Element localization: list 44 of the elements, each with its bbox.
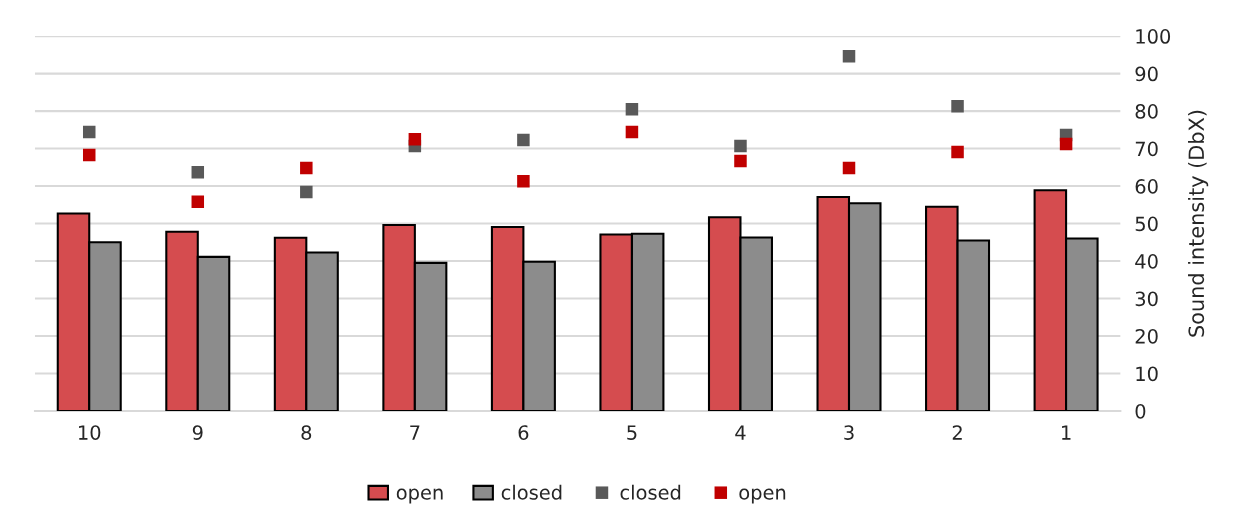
point [842, 161, 856, 175]
x-tick-label: 8 [301, 425, 312, 440]
y-tick-label: 60 [1135, 179, 1158, 194]
point [1059, 137, 1073, 151]
point [300, 185, 313, 199]
point [734, 139, 747, 153]
x-tick-label: 10 [79, 425, 101, 440]
y-tick-label: 30 [1135, 291, 1158, 307]
y-tick-label: 40 [1135, 254, 1158, 269]
y-tick-label: 100 [1136, 29, 1171, 44]
x-tick-label: 4 [735, 425, 746, 440]
y-tick-label: 0 [1135, 403, 1146, 419]
y-tick-label: 10 [1136, 366, 1158, 382]
point [842, 50, 856, 63]
point [300, 161, 313, 175]
x-tick-label: 3 [844, 425, 854, 440]
y-tick-label: 80 [1135, 104, 1158, 119]
point [625, 125, 639, 139]
legend-label: open [739, 488, 786, 504]
point [517, 174, 530, 188]
point [191, 195, 205, 209]
y-tick-label: 70 [1135, 141, 1158, 157]
point [517, 133, 530, 147]
point [82, 148, 96, 162]
point [82, 125, 96, 139]
legend-label: closed [501, 484, 562, 500]
point [951, 99, 964, 113]
point [191, 165, 205, 179]
point [734, 154, 747, 168]
x-tick-label: 1 [1062, 425, 1071, 440]
legend-label: open [396, 488, 443, 504]
point [951, 145, 964, 159]
x-tick-label: 5 [627, 425, 637, 440]
y-tick-label: 50 [1135, 216, 1158, 232]
x-tick-label: 9 [192, 425, 203, 440]
x-tick-label: 2 [952, 425, 962, 440]
y-axis-title: Sound intensity (DbX) [1188, 110, 1209, 337]
y-tick-label: 90 [1135, 66, 1158, 82]
point [625, 102, 639, 116]
point [408, 132, 422, 146]
x-tick-label: 6 [518, 425, 529, 440]
legend-label: closed [620, 484, 681, 500]
x-tick-label: 7 [410, 425, 420, 440]
y-tick-label: 20 [1135, 328, 1158, 344]
